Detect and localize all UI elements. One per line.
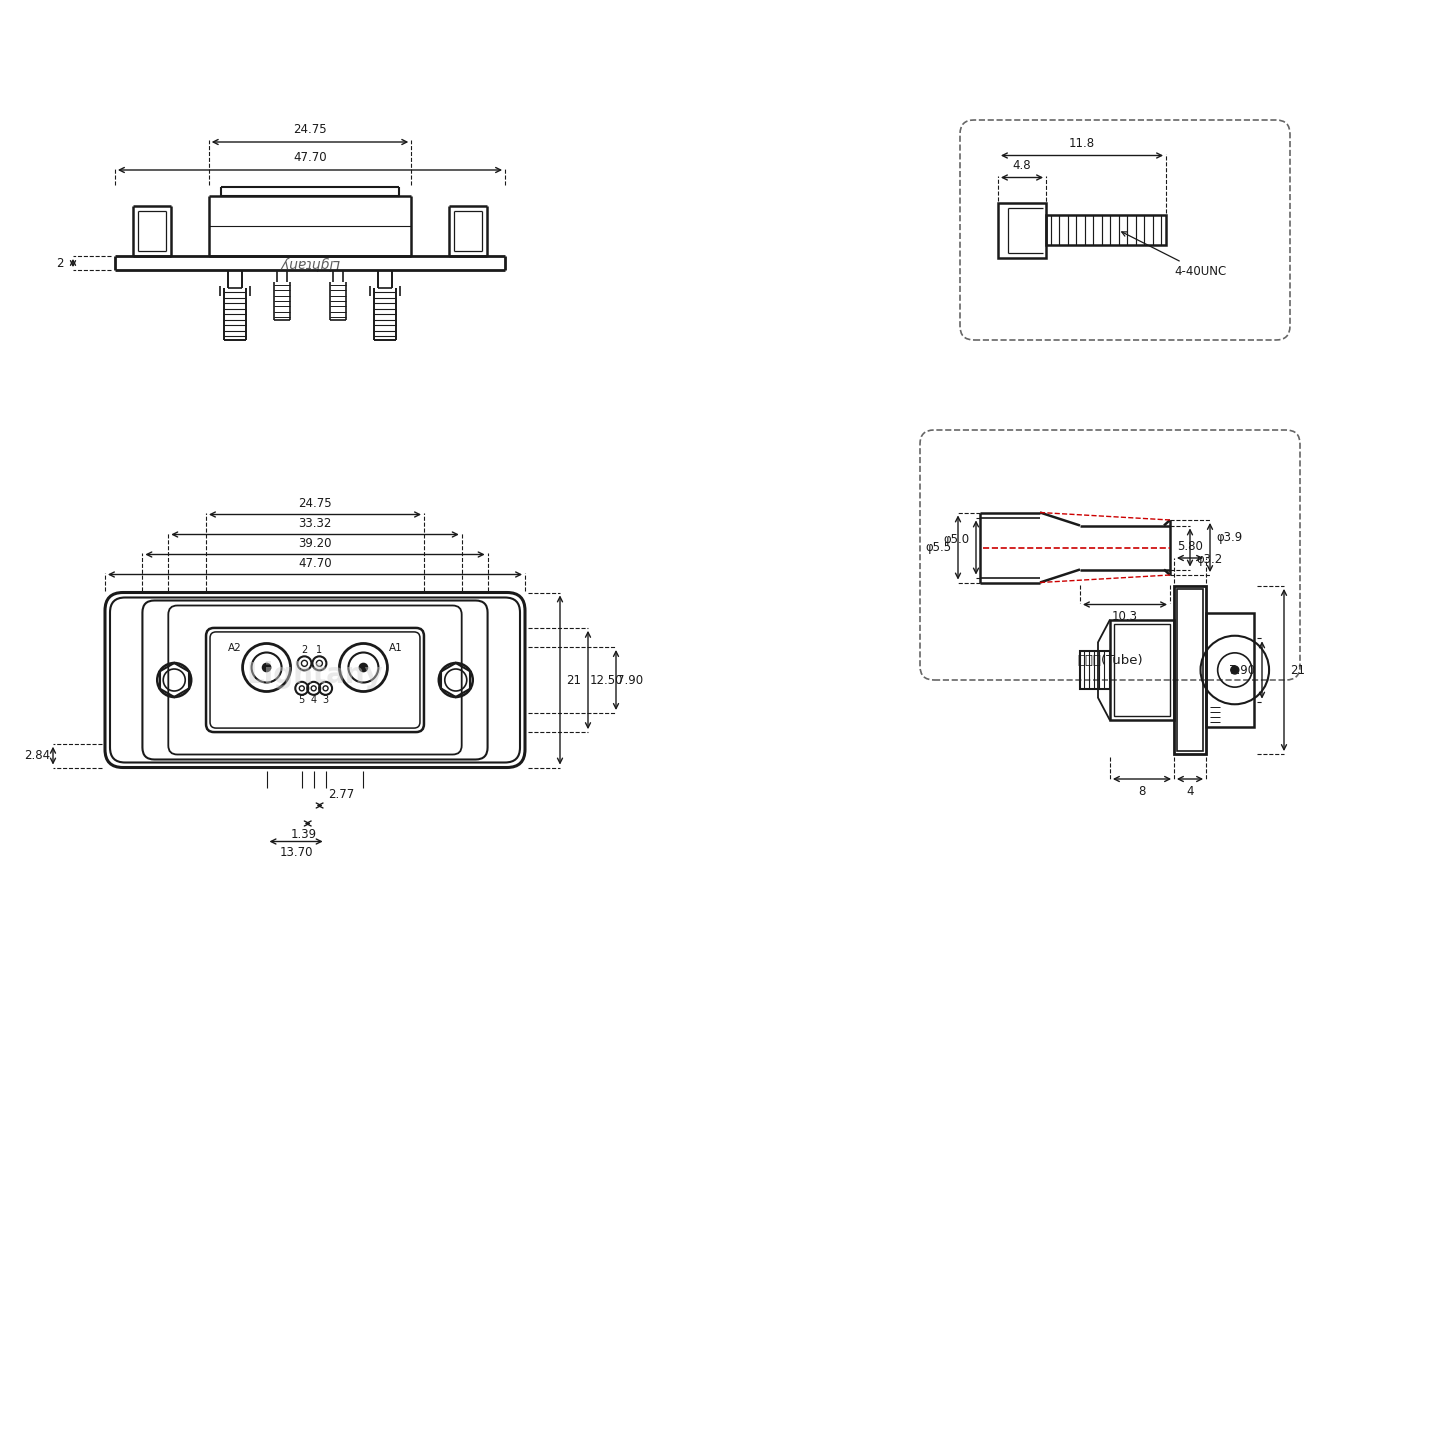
Text: 5: 5 (298, 696, 305, 706)
Circle shape (360, 664, 367, 671)
Text: φ3.9: φ3.9 (1217, 531, 1243, 544)
Text: 5.80: 5.80 (1176, 540, 1202, 553)
Text: 1.39: 1.39 (291, 828, 317, 841)
Text: 4: 4 (1187, 785, 1194, 798)
Text: 3: 3 (323, 696, 328, 706)
Text: 2.84: 2.84 (24, 749, 50, 762)
Bar (1115, 624, 1169, 717)
Text: 7.90: 7.90 (1228, 664, 1256, 677)
Text: φ5.5: φ5.5 (924, 541, 950, 554)
Bar (1110, 619, 1174, 720)
Text: 12.50: 12.50 (589, 674, 622, 687)
Text: φ5.0: φ5.0 (943, 533, 969, 546)
Text: 4: 4 (311, 696, 317, 706)
Circle shape (262, 664, 271, 671)
Text: 33.32: 33.32 (298, 517, 331, 530)
Text: 13.70: 13.70 (279, 847, 312, 860)
Text: 2.77: 2.77 (328, 788, 354, 801)
Bar (1176, 589, 1202, 752)
Text: 47.70: 47.70 (294, 151, 327, 164)
Text: Lightany: Lightany (279, 256, 340, 271)
Text: 7.90: 7.90 (616, 674, 644, 687)
Bar (1174, 586, 1205, 755)
Bar (1080, 651, 1110, 690)
Text: 10.3: 10.3 (1112, 611, 1138, 624)
Text: A2: A2 (228, 642, 242, 652)
Text: 4.8: 4.8 (1012, 158, 1031, 171)
Text: 4-40UNC: 4-40UNC (1122, 232, 1227, 278)
Text: 24.75: 24.75 (298, 497, 331, 510)
Text: 2: 2 (56, 256, 63, 269)
Text: 21: 21 (1290, 664, 1306, 677)
Text: 11.8: 11.8 (1068, 137, 1094, 150)
Bar (1205, 613, 1254, 727)
Text: A1: A1 (389, 642, 402, 652)
Text: φ3.2: φ3.2 (1197, 553, 1223, 566)
Text: 8: 8 (1138, 785, 1146, 798)
Circle shape (1231, 665, 1238, 674)
Text: 2: 2 (301, 645, 308, 655)
Text: 21: 21 (566, 674, 582, 687)
Text: 1: 1 (317, 645, 323, 655)
Text: 屏蔽管(Tube): 屏蔽管(Tube) (1077, 654, 1143, 667)
Bar (1045, 215, 1166, 245)
Text: 39.20: 39.20 (298, 537, 331, 550)
Text: 24.75: 24.75 (294, 122, 327, 135)
Bar (998, 203, 1045, 258)
Text: Lightany: Lightany (246, 661, 383, 688)
Text: 47.70: 47.70 (298, 557, 331, 570)
